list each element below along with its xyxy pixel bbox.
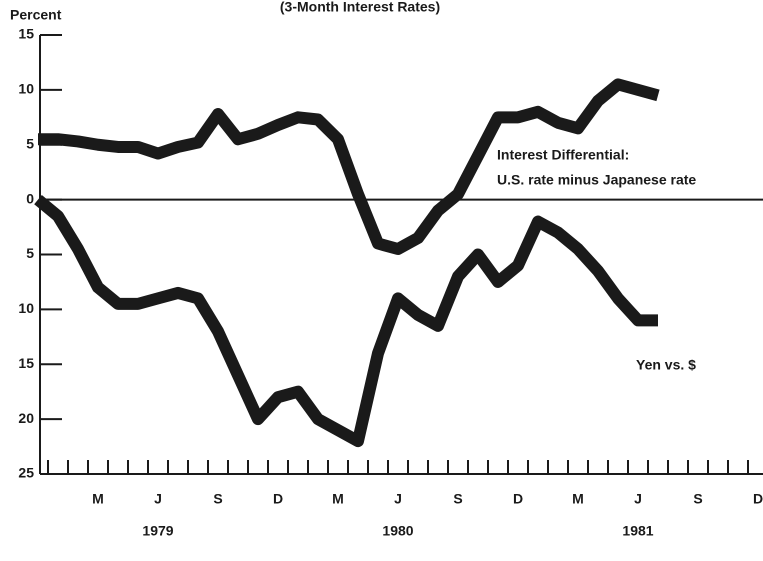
- x-tick-label: M: [332, 491, 344, 507]
- x-tick-label: S: [693, 491, 702, 507]
- y-tick-label: 15: [18, 26, 34, 42]
- x-tick-label: D: [753, 491, 763, 507]
- x-tick-label: D: [273, 491, 283, 507]
- year-label: 1981: [622, 523, 653, 539]
- year-label: 1980: [382, 523, 413, 539]
- x-tick-label: M: [572, 491, 584, 507]
- y-tick-label: 20: [18, 410, 34, 426]
- y-tick-label: 25: [18, 465, 34, 481]
- y-tick-label: 5: [26, 135, 34, 151]
- x-tick-label: D: [513, 491, 523, 507]
- series-label: Interest Differential:: [497, 147, 629, 163]
- y-tick-label: 0: [26, 190, 34, 206]
- series-line: [34, 194, 658, 448]
- y-tick-label: 15: [18, 355, 34, 371]
- x-tick-label: S: [453, 491, 462, 507]
- annotation: U.S. rate minus Japanese rate: [497, 172, 696, 188]
- x-tick-label: J: [154, 491, 162, 507]
- year-label: 1979: [142, 523, 173, 539]
- x-tick-label: J: [634, 491, 642, 507]
- y-axis-label: Percent: [10, 7, 62, 23]
- y-tick-label: 10: [18, 300, 34, 316]
- chart-title: (3-Month Interest Rates): [280, 0, 440, 15]
- y-tick-label: 10: [18, 81, 34, 97]
- y-tick-label: 5: [26, 245, 34, 261]
- x-tick-label: J: [394, 491, 402, 507]
- x-tick-label: S: [213, 491, 222, 507]
- x-tick-label: M: [92, 491, 104, 507]
- series-label: Yen vs. $: [636, 357, 696, 373]
- series-line: [38, 78, 660, 256]
